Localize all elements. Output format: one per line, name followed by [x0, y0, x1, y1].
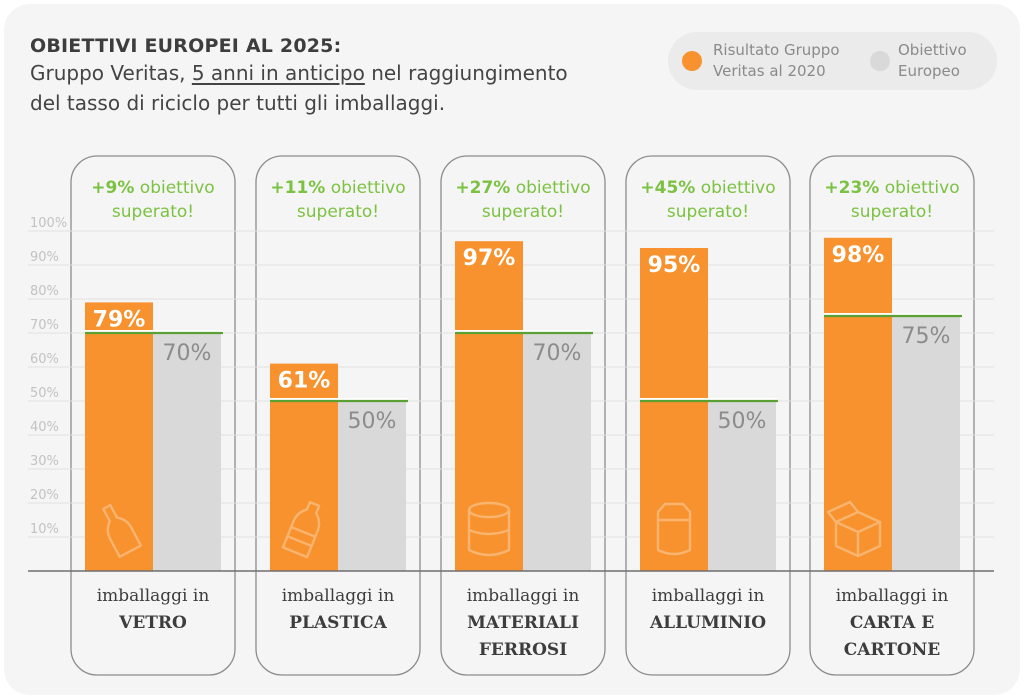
- category-label: imballaggi in: [836, 586, 949, 606]
- category-label-bold: FERROSI: [479, 640, 567, 660]
- y-tick-label: 40%: [30, 420, 59, 435]
- result-value-label: 98%: [832, 243, 885, 268]
- delta-annotation-line-2: superato!: [482, 202, 564, 222]
- delta-annotation: +9% obiettivo: [91, 178, 214, 198]
- y-tick-label: 10%: [30, 522, 59, 537]
- subtitle-line-1: Gruppo Veritas, 5 anni in anticipo nel r…: [30, 61, 568, 85]
- target-bar: [892, 316, 960, 571]
- y-tick-label: 70%: [30, 318, 59, 333]
- result-value-label: 97%: [463, 246, 516, 271]
- result-bar: [455, 241, 523, 571]
- target-value-label: 70%: [533, 341, 582, 366]
- target-bar: [523, 333, 591, 571]
- header: OBIETTIVI EUROPEI AL 2025: Gruppo Verita…: [30, 34, 568, 118]
- plastic-bottle-icon: [281, 500, 321, 559]
- category-panel: [625, 155, 791, 676]
- legend-result-label: Risultato Gruppo Veritas al 2020: [713, 41, 840, 80]
- glass-bottle-icon: [102, 503, 143, 559]
- delta-annotation: +27% obiettivo: [455, 178, 590, 198]
- target-value-label: 70%: [163, 341, 212, 366]
- result-bar: [640, 248, 708, 571]
- target-bar: [708, 401, 776, 571]
- y-tick-label: 100%: [30, 216, 67, 231]
- target-bar: [153, 333, 221, 571]
- result-bar: [824, 237, 892, 572]
- category-panel: [440, 155, 606, 676]
- category-label: imballaggi in: [97, 586, 210, 606]
- legend: Risultato Gruppo Veritas al 2020 Obietti…: [668, 32, 997, 90]
- delta-annotation-line-2: superato!: [851, 202, 933, 222]
- result-value-label: 79%: [93, 307, 146, 332]
- y-tick-label: 50%: [30, 386, 59, 401]
- category-panel: [809, 155, 975, 676]
- y-tick-label: 30%: [30, 454, 59, 469]
- category-label: imballaggi in: [282, 586, 395, 606]
- category-label-bold: VETRO: [118, 613, 187, 633]
- category-label: imballaggi in: [467, 586, 580, 606]
- category-label: imballaggi in: [652, 586, 765, 606]
- aluminium-can-icon: [656, 502, 692, 556]
- target-value-label: 75%: [902, 324, 951, 349]
- target-value-label: 50%: [348, 409, 397, 434]
- category-label-bold: CARTONE: [844, 640, 941, 660]
- legend-result-swatch: [682, 51, 702, 71]
- category-label-bold: ALLUMINIO: [649, 613, 766, 633]
- delta-annotation-line-2: superato!: [112, 202, 194, 222]
- cardboard-box-icon: [826, 500, 882, 558]
- result-value-label: 61%: [278, 369, 331, 394]
- result-bar: [270, 363, 338, 571]
- category-label-bold: CARTA E: [850, 613, 934, 633]
- delta-annotation-line-2: superato!: [297, 202, 379, 222]
- delta-annotation: +23% obiettivo: [824, 178, 959, 198]
- category-panels: [70, 155, 975, 676]
- category-label-bold: MATERIALI: [467, 613, 579, 633]
- y-tick-label: 80%: [30, 284, 59, 299]
- category-label-bold: PLASTICA: [289, 613, 387, 633]
- subtitle-emphasis: 5 anni in anticipo: [191, 61, 365, 85]
- tin-can-icon: [467, 501, 511, 557]
- subtitle-line-2: del tasso di riciclo per tutti gli imbal…: [30, 91, 446, 115]
- target-bar: [338, 401, 406, 571]
- y-tick-label: 60%: [30, 352, 59, 367]
- page-title: OBIETTIVI EUROPEI AL 2025:: [30, 35, 342, 57]
- result-value-label: 95%: [648, 253, 701, 278]
- delta-annotation-line-2: superato!: [667, 202, 749, 222]
- target-value-label: 50%: [718, 409, 767, 434]
- legend-target-swatch: [870, 51, 890, 71]
- y-tick-label: 90%: [30, 250, 59, 265]
- delta-annotation: +11% obiettivo: [270, 178, 405, 198]
- result-bar: [85, 302, 153, 571]
- delta-annotation: +45% obiettivo: [640, 178, 775, 198]
- legend-target-label: Obiettivo Europeo: [898, 41, 967, 80]
- y-tick-label: 20%: [30, 488, 59, 503]
- bars: 79% 70% +9% obiettivo superato! imballaggi i…: [85, 178, 962, 660]
- category-panel: [70, 155, 236, 676]
- category-panel: [255, 155, 421, 676]
